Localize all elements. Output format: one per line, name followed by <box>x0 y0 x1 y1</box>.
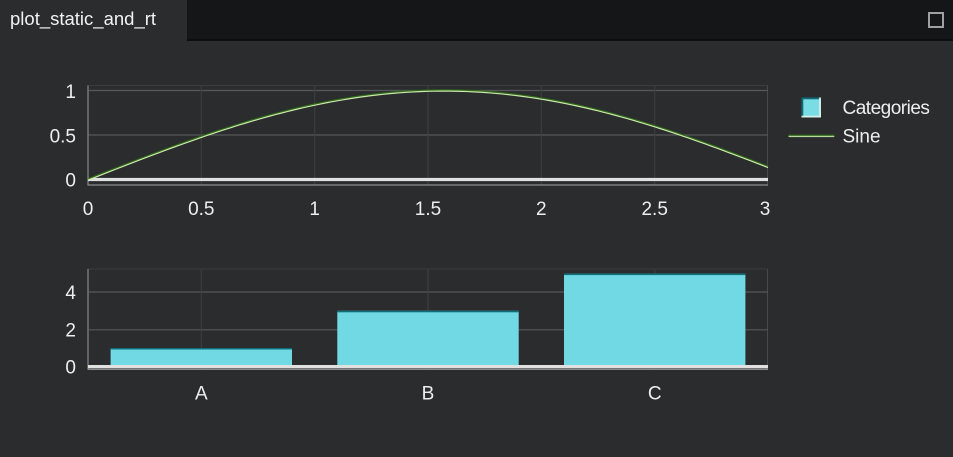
svg-text:0: 0 <box>83 199 94 220</box>
svg-text:Sine: Sine <box>843 127 881 148</box>
svg-text:0: 0 <box>65 358 76 379</box>
svg-text:Categories: Categories <box>843 98 930 119</box>
svg-text:2: 2 <box>65 321 76 342</box>
svg-text:4: 4 <box>65 283 76 304</box>
svg-text:A: A <box>195 384 208 405</box>
svg-text:0: 0 <box>65 170 76 191</box>
svg-text:3: 3 <box>760 199 771 220</box>
svg-text:1.5: 1.5 <box>415 199 441 220</box>
svg-text:2.5: 2.5 <box>641 199 667 220</box>
svg-text:C: C <box>648 384 662 405</box>
svg-text:0.5: 0.5 <box>188 199 214 220</box>
svg-text:B: B <box>422 384 435 405</box>
svg-text:0.5: 0.5 <box>50 126 76 147</box>
svg-text:1: 1 <box>309 199 320 220</box>
svg-text:2: 2 <box>536 199 547 220</box>
svg-text:1: 1 <box>65 82 76 103</box>
